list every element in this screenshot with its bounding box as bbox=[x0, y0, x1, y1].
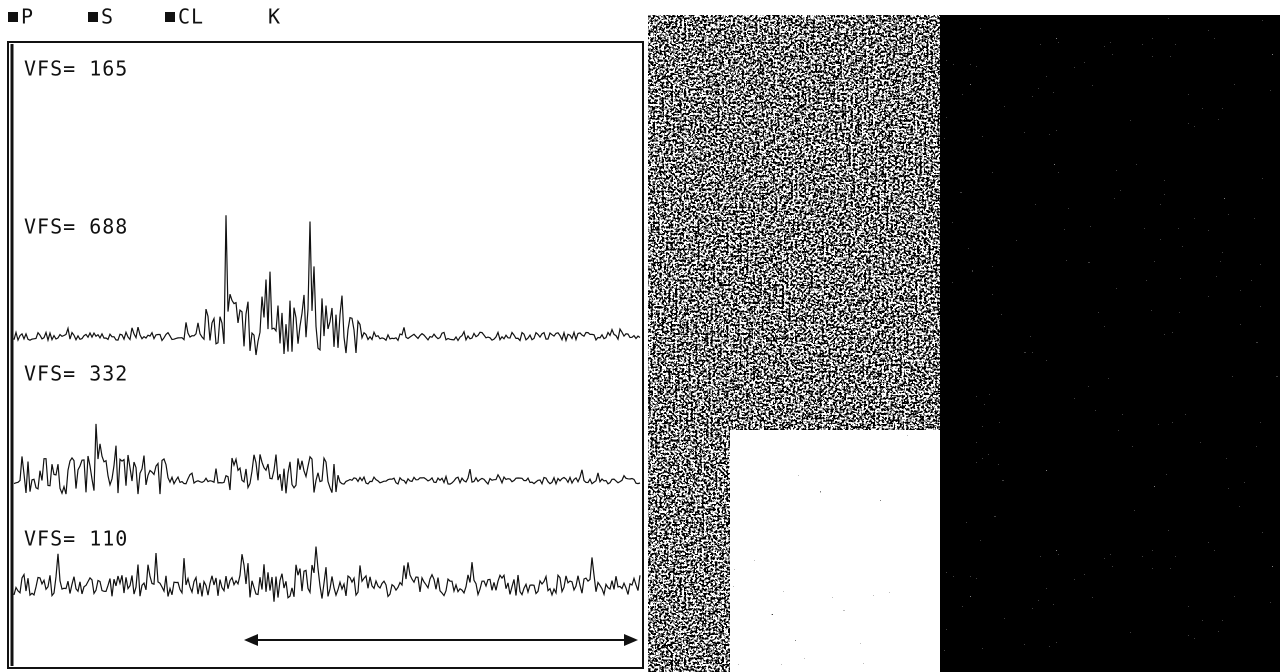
micrograph-right bbox=[940, 15, 1280, 672]
panel-label: VFS= 165 bbox=[24, 57, 128, 81]
legend-label: K bbox=[268, 5, 281, 29]
legend-label: P bbox=[21, 5, 34, 29]
scan-arrow bbox=[244, 634, 638, 646]
panel-label: VFS= 110 bbox=[24, 527, 128, 551]
legend: P S CL K bbox=[8, 5, 281, 29]
micrograph bbox=[648, 15, 1280, 672]
legend-label: S bbox=[101, 5, 114, 29]
trace bbox=[14, 547, 640, 602]
legend-swatch bbox=[165, 12, 175, 22]
legend-label: CL bbox=[178, 5, 204, 29]
arrow-head bbox=[244, 634, 258, 646]
page: PSCLK VFS= 165VFS= 688VFS= 332VFS= 110 (… bbox=[0, 0, 1280, 672]
panel-label: VFS= 332 bbox=[24, 362, 128, 386]
panels: VFS= 165 VFS= 688 VFS= 332 VFS= 110 bbox=[14, 57, 640, 602]
micrograph-bright bbox=[730, 430, 950, 672]
figure: P S CL K VFS= 165 VFS= 688 VFS= 332 VFS= 110 bbox=[0, 0, 1280, 672]
panel-label: VFS= 688 bbox=[24, 215, 128, 239]
legend-swatch bbox=[88, 12, 98, 22]
arrow-head bbox=[624, 634, 638, 646]
legend-swatch bbox=[8, 12, 18, 22]
trace bbox=[14, 424, 640, 494]
